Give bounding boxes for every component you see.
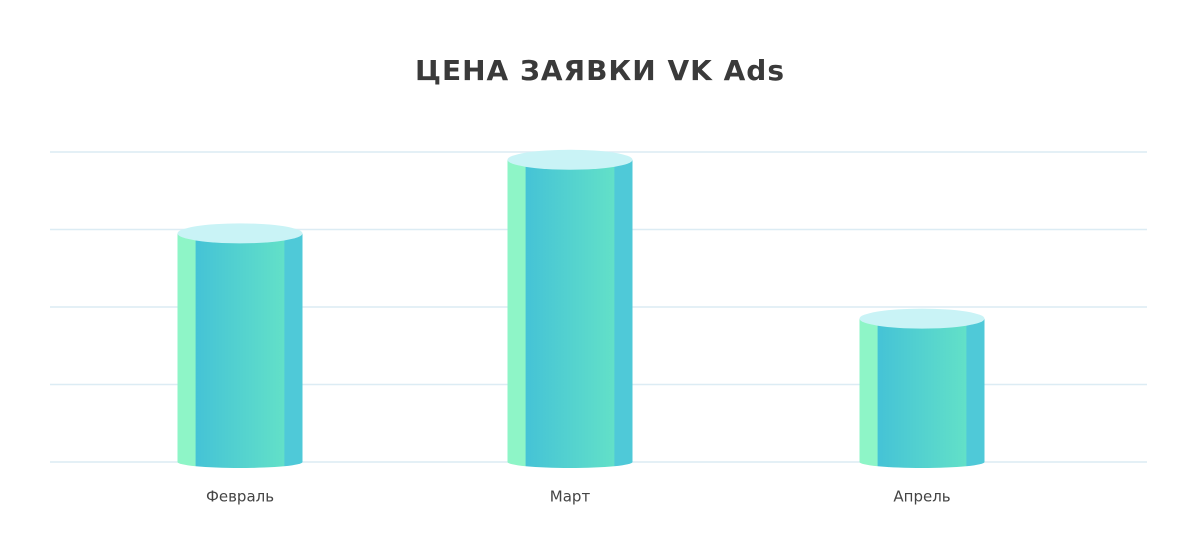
chart-title: ЦЕНА ЗАЯВКИ VK Ads bbox=[415, 54, 785, 87]
bar bbox=[859, 308, 985, 468]
x-tick-label: Март bbox=[550, 488, 591, 506]
bar bbox=[507, 149, 633, 468]
x-tick-label: Апрель bbox=[893, 488, 950, 506]
x-tick-label: Февраль bbox=[206, 488, 274, 506]
bar bbox=[177, 223, 303, 468]
